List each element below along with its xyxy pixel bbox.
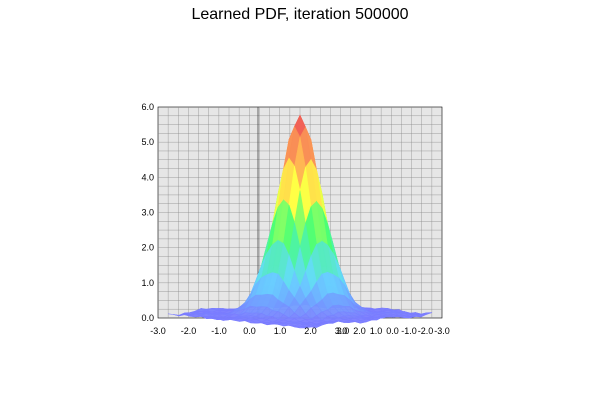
z-tick-label: 6.0 <box>141 102 154 112</box>
z-tick-label: 2.0 <box>141 243 154 253</box>
x-axis-ticks: -3.0 -2.0 -1.0 0.0 1.0 2.0 3.0 <box>150 326 347 336</box>
surface-mesh <box>167 114 433 329</box>
x-tick-label: -1.0 <box>211 326 227 336</box>
y-tick-label: 3.0 <box>337 326 350 336</box>
y-tick-label: 1.0 <box>370 326 383 336</box>
x-tick-label: 0.0 <box>243 326 256 336</box>
x-tick-label: 1.0 <box>274 326 287 336</box>
x-tick-label: -2.0 <box>181 326 197 336</box>
z-tick-label: 1.0 <box>141 278 154 288</box>
y-tick-label: -2.0 <box>418 326 434 336</box>
z-tick-label: 3.0 <box>141 208 154 218</box>
x-tick-label: 3.0 <box>335 326 348 336</box>
chart-title: Learned PDF, iteration 500000 <box>191 6 409 23</box>
z-tick-label: 0.0 <box>141 313 154 323</box>
z-tick-label: 5.0 <box>141 137 154 147</box>
x-tick-label: -3.0 <box>150 326 166 336</box>
z-tick-label: 4.0 <box>141 172 154 182</box>
y-axis-ticks: 3.0 2.0 1.0 0.0 -1.0 -2.0 -3.0 <box>337 326 450 336</box>
y-tick-label: -3.0 <box>434 326 450 336</box>
y-tick-label: 0.0 <box>386 326 399 336</box>
x-tick-label: 2.0 <box>304 326 317 336</box>
y-tick-label: -1.0 <box>401 326 417 336</box>
z-axis-ticks: 0.0 1.0 2.0 3.0 4.0 5.0 6.0 <box>141 102 154 323</box>
surface-facet <box>294 325 306 329</box>
y-tick-label: 2.0 <box>353 326 366 336</box>
